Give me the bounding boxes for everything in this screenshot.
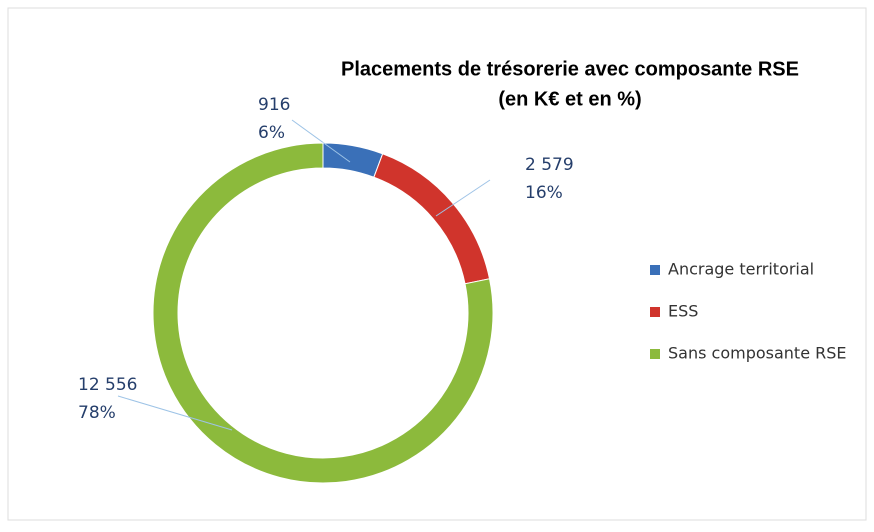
donut-segment — [152, 142, 494, 484]
leader-line — [291, 119, 351, 163]
legend-swatch — [650, 265, 660, 275]
percent-label: 16% — [525, 183, 563, 203]
legend-swatch — [650, 349, 660, 359]
legend-label: ESS — [668, 302, 698, 321]
chart-subtitle: (en K€ et en %) — [498, 88, 641, 110]
percent-label: 78% — [78, 403, 116, 423]
value-label: 12 556 — [78, 375, 137, 395]
value-label: 2 579 — [525, 155, 574, 175]
leader-line — [435, 179, 491, 217]
leader-line — [117, 395, 233, 431]
legend-label: Ancrage territorial — [668, 260, 814, 279]
legend-swatch — [650, 307, 660, 317]
legend-label: Sans composante RSE — [668, 344, 847, 363]
chart-title: Placements de trésorerie avec composante… — [341, 58, 799, 80]
value-label: 916 — [258, 95, 290, 115]
percent-label: 6% — [258, 123, 285, 143]
